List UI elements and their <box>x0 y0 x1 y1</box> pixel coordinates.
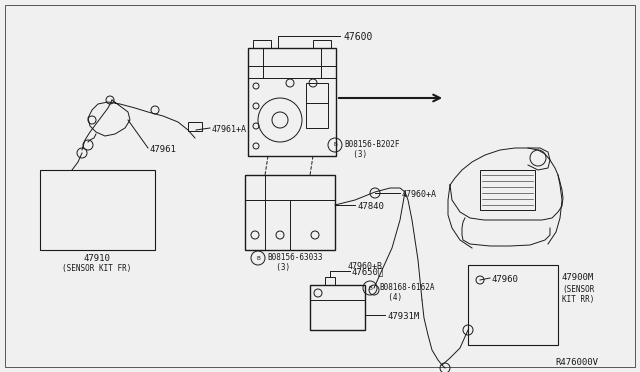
Text: 47840: 47840 <box>357 202 384 211</box>
Bar <box>313 40 331 48</box>
Bar <box>310 285 365 330</box>
Text: B: B <box>333 142 337 148</box>
Text: 47960+A: 47960+A <box>402 190 437 199</box>
Bar <box>480 170 535 210</box>
Text: 47600: 47600 <box>343 32 372 42</box>
Text: 47650א: 47650א <box>352 267 384 276</box>
Text: 47961+A: 47961+A <box>212 125 247 134</box>
Text: B: B <box>256 256 260 260</box>
Text: 47931M: 47931M <box>387 312 419 321</box>
Text: B: B <box>368 285 372 291</box>
Text: (SENSOR: (SENSOR <box>562 285 595 294</box>
Text: 47961: 47961 <box>150 145 177 154</box>
Bar <box>306 83 328 128</box>
Text: 47960+B: 47960+B <box>348 262 383 271</box>
Bar <box>248 48 336 156</box>
Bar <box>188 122 202 131</box>
Text: B08156-63033
  (3): B08156-63033 (3) <box>267 253 323 272</box>
Text: B08168-6162A
  (4): B08168-6162A (4) <box>379 283 435 302</box>
Text: (SENSOR KIT FR): (SENSOR KIT FR) <box>62 264 132 273</box>
Text: B08156-B202F
  (3): B08156-B202F (3) <box>344 140 399 159</box>
Bar <box>468 265 558 345</box>
Text: 47960: 47960 <box>492 275 519 284</box>
Bar <box>245 175 335 250</box>
Bar <box>253 40 271 48</box>
Text: 47900M: 47900M <box>562 273 595 282</box>
Text: KIT RR): KIT RR) <box>562 295 595 304</box>
Bar <box>325 277 335 285</box>
Text: 47910: 47910 <box>84 254 111 263</box>
Bar <box>40 170 155 250</box>
Text: R476000V: R476000V <box>555 358 598 367</box>
